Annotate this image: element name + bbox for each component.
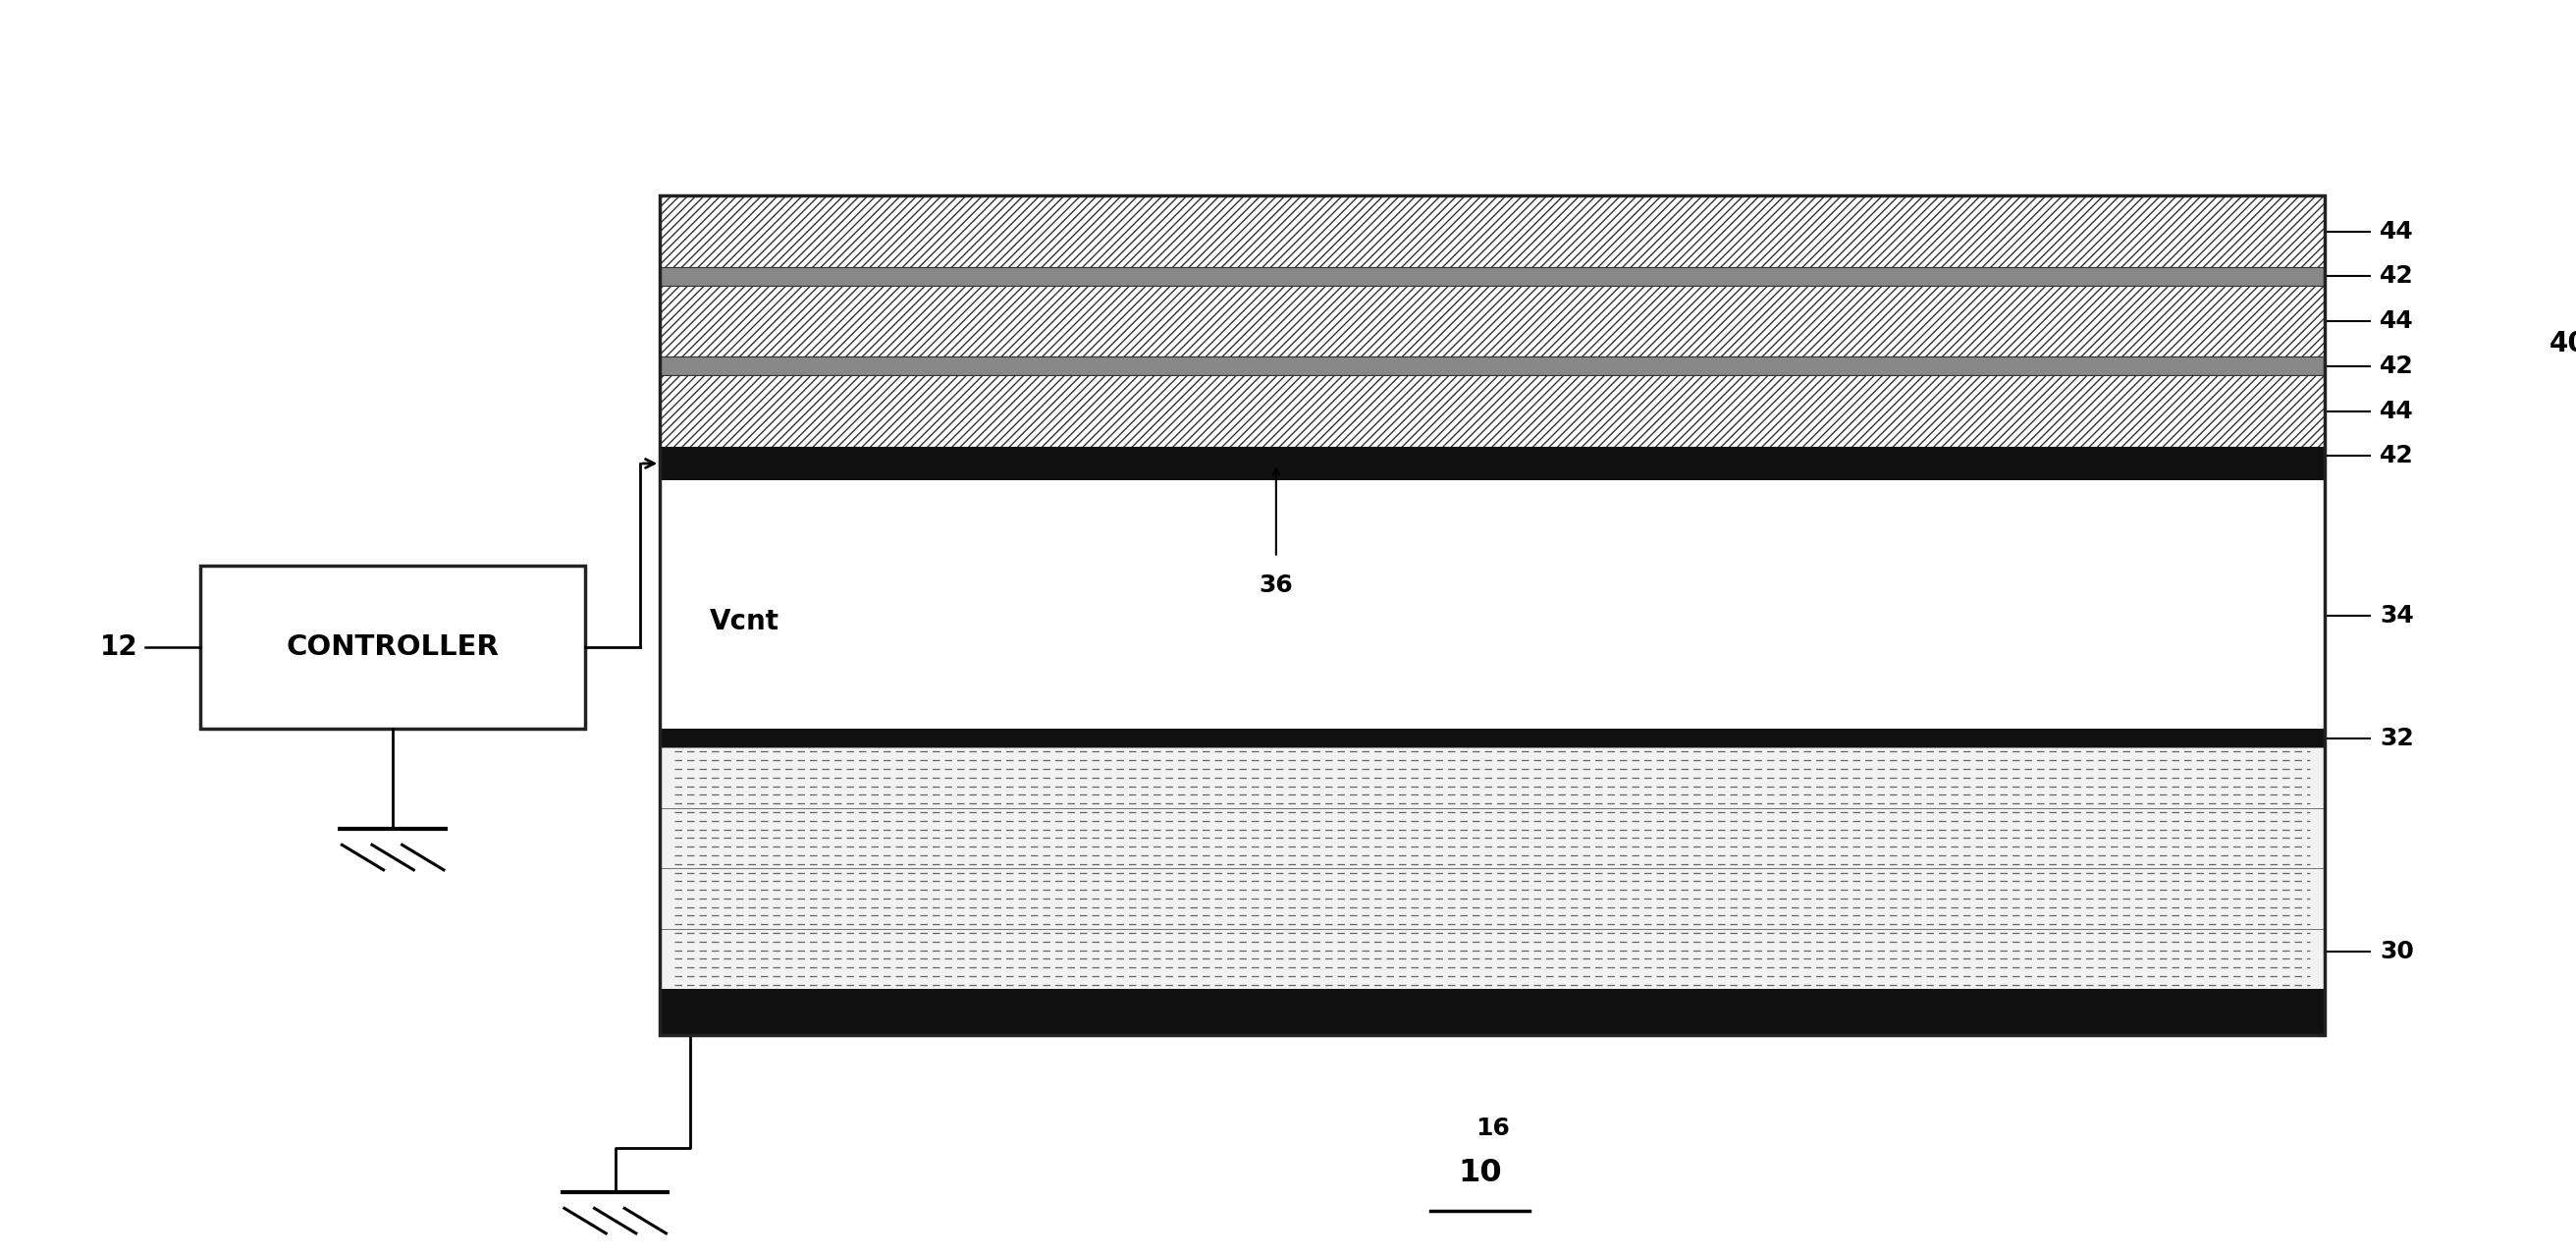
Text: Vcnt: Vcnt [708,608,781,636]
Text: 44: 44 [2380,399,2414,423]
Bar [659,268,2326,285]
Text: 10: 10 [1458,1158,1502,1188]
Text: 44: 44 [2380,310,2414,333]
Text: CONTROLLER: CONTROLLER [286,633,500,661]
Bar [659,808,2326,868]
Bar [659,376,2326,447]
Text: 40: 40 [2548,330,2576,358]
Bar [659,868,2326,928]
Bar [659,728,2326,747]
Text: 34: 34 [2380,604,2414,627]
Bar [659,990,2326,1035]
Text: 32: 32 [2380,726,2414,750]
Text: 42: 42 [2380,354,2414,378]
Text: 42: 42 [2380,445,2414,467]
Text: 16: 16 [1476,1117,1510,1140]
Bar [659,747,2326,808]
Bar [659,928,2326,990]
Text: 30: 30 [2380,939,2414,963]
Bar [659,285,2326,357]
Bar [201,565,585,728]
Bar [659,357,2326,376]
Text: 36: 36 [1260,574,1293,598]
Bar [659,196,2326,1035]
Text: 44: 44 [2380,220,2414,244]
Bar [659,480,2326,728]
Bar [659,196,2326,268]
Bar [659,447,2326,480]
Text: 12: 12 [100,633,139,661]
Bar [659,196,2326,1035]
Text: 42: 42 [2380,265,2414,288]
